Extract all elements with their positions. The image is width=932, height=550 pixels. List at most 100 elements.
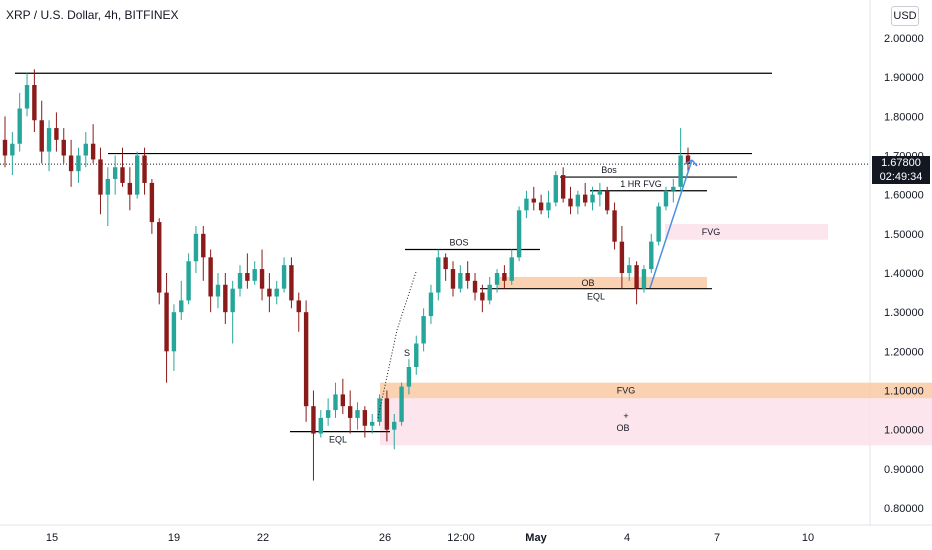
candle-body <box>223 284 228 313</box>
candle-body <box>685 155 691 165</box>
candle-body <box>68 155 74 172</box>
candle-body <box>494 273 500 285</box>
time-axis[interactable]: 15 19 22 26 12:00 May 4 7 10 <box>46 532 814 544</box>
candle-body <box>171 312 177 352</box>
candle-body <box>590 194 595 203</box>
zone-label: FVG <box>702 227 721 237</box>
x-tick-label: 4 <box>624 532 630 544</box>
candle-body <box>406 367 412 387</box>
y-tick-label: 1.30000 <box>884 307 924 319</box>
candle-body <box>105 179 111 195</box>
candle-body <box>443 257 448 270</box>
candle-body <box>641 269 647 289</box>
candle-body <box>281 265 287 289</box>
candle-body <box>318 417 323 434</box>
candle-body <box>32 85 37 121</box>
zone-rect <box>380 382 932 399</box>
candle-body <box>10 143 15 156</box>
candle-body <box>384 398 390 430</box>
candle-body <box>325 410 331 418</box>
trend-arrow-line <box>649 159 693 289</box>
candle-body <box>333 394 338 411</box>
candle-body <box>274 288 279 297</box>
candle-body <box>17 108 22 144</box>
candle-body <box>90 143 96 160</box>
y-tick-label: 0.80000 <box>884 503 924 515</box>
candle-body <box>414 343 419 368</box>
level-label: Bos <box>601 165 617 175</box>
x-tick-label: 15 <box>46 532 58 544</box>
x-tick-label: May <box>525 532 547 544</box>
candle-body <box>179 300 184 313</box>
candle-body <box>157 222 162 293</box>
candle-body <box>568 198 573 207</box>
candle-body <box>112 167 118 180</box>
zone-label: FVG <box>617 386 636 396</box>
candle-body <box>531 198 536 203</box>
y-tick-label: 1.00000 <box>884 425 924 437</box>
zone-label: OB <box>581 278 594 288</box>
candle-body <box>54 128 59 140</box>
x-tick-label: 7 <box>714 532 720 544</box>
candle-body <box>186 261 191 301</box>
candle-body <box>612 210 617 242</box>
y-tick-label: 1.80000 <box>884 111 924 123</box>
candle-body <box>538 202 544 211</box>
countdown-label: 02:49:34 <box>872 170 930 184</box>
candle-body <box>193 233 199 262</box>
candle-body <box>627 265 632 274</box>
level-label: BOS <box>449 238 468 248</box>
candle-body <box>663 190 669 207</box>
candle-body <box>76 155 81 172</box>
candle-body <box>303 312 309 407</box>
candle-body <box>230 288 235 313</box>
candle-body <box>458 273 463 289</box>
x-tick-label: 10 <box>802 532 814 544</box>
candle-body <box>399 386 404 422</box>
candle-body <box>208 257 213 297</box>
candle-body <box>634 265 639 289</box>
candle-body <box>296 300 301 313</box>
candle-body <box>267 288 272 297</box>
candle-body <box>61 139 66 156</box>
x-tick-label: 26 <box>379 532 391 544</box>
candle-body <box>509 257 514 281</box>
candle-body <box>553 175 559 203</box>
candle-body <box>450 269 456 289</box>
candle-body <box>98 159 103 195</box>
candle-body <box>516 210 522 258</box>
candle-body <box>24 85 30 109</box>
overlays-layer: S <box>377 159 698 419</box>
candle-body <box>649 241 654 270</box>
y-tick-label: 1.20000 <box>884 346 924 358</box>
zone-label: OB <box>616 423 629 433</box>
candle-body <box>362 410 368 426</box>
candle-body <box>524 198 529 211</box>
candle-body <box>619 241 625 274</box>
candle-body <box>355 410 360 418</box>
y-tick-label: 1.60000 <box>884 190 924 202</box>
candle-body <box>252 269 257 281</box>
trend-arrow-head <box>684 159 698 167</box>
currency-button[interactable]: USD <box>891 6 919 26</box>
candle-body <box>392 421 397 430</box>
candle-body <box>436 257 441 293</box>
chart-title: XRP / U.S. Dollar, 4h, BITFINEX <box>6 8 179 22</box>
candle-body <box>560 175 566 199</box>
candle-body <box>39 120 44 152</box>
candle-body <box>421 316 426 344</box>
candle-body <box>582 194 588 203</box>
candle-body <box>120 167 125 183</box>
zone-rect <box>380 398 932 446</box>
candle-body <box>237 273 243 289</box>
candle-body <box>289 265 294 301</box>
candle-body <box>311 406 316 434</box>
candle-body <box>259 269 265 289</box>
candle-body <box>215 284 221 297</box>
y-tick-label: 1.90000 <box>884 72 924 84</box>
candle-body <box>487 284 492 301</box>
candle-body <box>465 273 470 281</box>
zone-label: + <box>623 411 628 421</box>
candle-body <box>46 128 52 152</box>
